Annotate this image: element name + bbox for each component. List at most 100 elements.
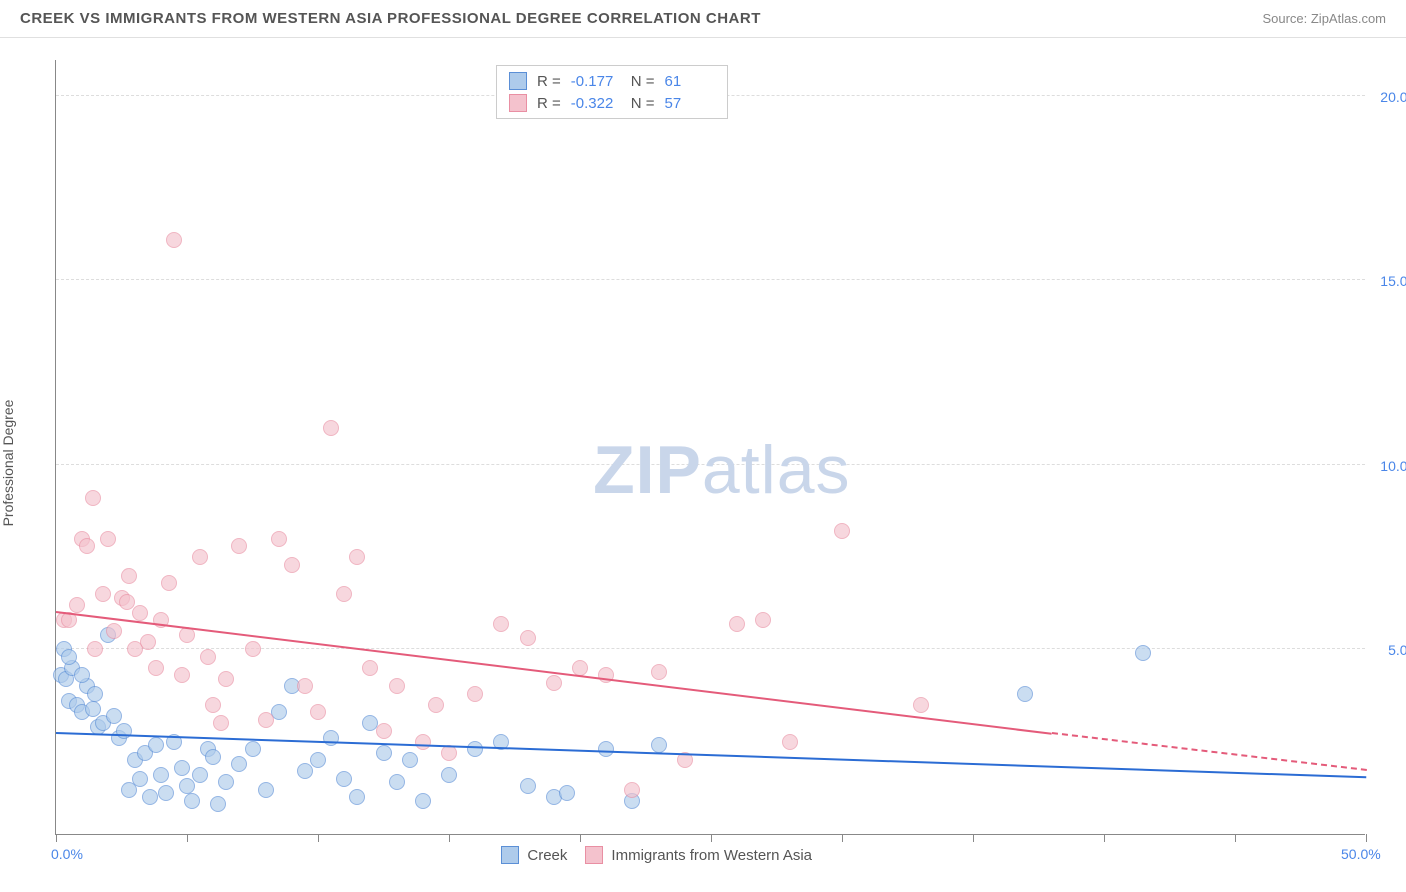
- data-point: [376, 723, 392, 739]
- gridline: [56, 464, 1365, 465]
- r-value: -0.322: [571, 95, 621, 112]
- data-point: [161, 575, 177, 591]
- chart-area: Professional Degree 5.0%10.0%15.0%20.0%0…: [0, 45, 1406, 865]
- data-point: [284, 557, 300, 573]
- data-point: [493, 616, 509, 632]
- x-tick: [842, 834, 843, 842]
- legend-item: Immigrants from Western Asia: [585, 846, 812, 864]
- data-point: [200, 649, 216, 665]
- scatter-plot: 5.0%10.0%15.0%20.0%0.0%50.0%ZIPatlasR =-…: [55, 60, 1365, 835]
- data-point: [140, 634, 156, 650]
- data-point: [218, 774, 234, 790]
- data-point: [85, 490, 101, 506]
- data-point: [121, 568, 137, 584]
- data-point: [336, 771, 352, 787]
- r-label: R =: [537, 95, 561, 112]
- y-tick-label: 20.0%: [1380, 89, 1406, 105]
- r-value: -0.177: [571, 73, 621, 90]
- n-label: N =: [631, 95, 655, 112]
- legend-swatch: [509, 94, 527, 112]
- data-point: [205, 749, 221, 765]
- data-point: [441, 767, 457, 783]
- data-point: [323, 730, 339, 746]
- legend-swatch: [509, 72, 527, 90]
- data-point: [174, 760, 190, 776]
- data-point: [598, 741, 614, 757]
- data-point: [520, 630, 536, 646]
- x-tick: [56, 834, 57, 842]
- n-label: N =: [631, 73, 655, 90]
- gridline: [56, 279, 1365, 280]
- data-point: [913, 697, 929, 713]
- n-value: 61: [665, 73, 715, 90]
- y-tick-label: 15.0%: [1380, 273, 1406, 289]
- data-point: [310, 704, 326, 720]
- data-point: [74, 667, 90, 683]
- data-point: [153, 767, 169, 783]
- data-point: [158, 785, 174, 801]
- x-tick: [973, 834, 974, 842]
- data-point: [148, 737, 164, 753]
- data-point: [428, 697, 444, 713]
- data-point: [349, 549, 365, 565]
- y-tick-label: 5.0%: [1388, 642, 1406, 658]
- data-point: [349, 789, 365, 805]
- data-point: [782, 734, 798, 750]
- series-legend: Creek Immigrants from Western Asia: [501, 846, 812, 864]
- x-tick: [187, 834, 188, 842]
- data-point: [467, 741, 483, 757]
- data-point: [376, 745, 392, 761]
- data-point: [142, 789, 158, 805]
- data-point: [79, 538, 95, 554]
- data-point: [624, 782, 640, 798]
- data-point: [87, 641, 103, 657]
- data-point: [1017, 686, 1033, 702]
- data-point: [389, 678, 405, 694]
- data-point: [61, 649, 77, 665]
- data-point: [184, 793, 200, 809]
- n-value: 57: [665, 95, 715, 112]
- data-point: [834, 523, 850, 539]
- trend-line: [1051, 732, 1366, 771]
- data-point: [87, 686, 103, 702]
- x-tick-label: 0.0%: [51, 846, 83, 862]
- data-point: [415, 734, 431, 750]
- data-point: [132, 771, 148, 787]
- data-point: [651, 737, 667, 753]
- correlation-legend: R = -0.177 N = 61 R = -0.322 N = 57: [496, 65, 728, 119]
- data-point: [69, 597, 85, 613]
- x-tick: [1104, 834, 1105, 842]
- data-point: [415, 793, 431, 809]
- data-point: [213, 715, 229, 731]
- r-label: R =: [537, 73, 561, 90]
- data-point: [258, 712, 274, 728]
- legend-stats-row: R = -0.322 N = 57: [497, 92, 727, 114]
- data-point: [95, 586, 111, 602]
- data-point: [179, 778, 195, 794]
- legend-label: Creek: [527, 847, 567, 864]
- data-point: [119, 594, 135, 610]
- data-point: [651, 664, 667, 680]
- watermark: ZIPatlas: [593, 431, 850, 509]
- x-tick: [449, 834, 450, 842]
- data-point: [362, 660, 378, 676]
- x-tick: [318, 834, 319, 842]
- data-point: [148, 660, 164, 676]
- data-point: [1135, 645, 1151, 661]
- data-point: [174, 667, 190, 683]
- legend-swatch: [501, 846, 519, 864]
- data-point: [192, 549, 208, 565]
- data-point: [323, 420, 339, 436]
- legend-stats-row: R = -0.177 N = 61: [497, 70, 727, 92]
- legend-label: Immigrants from Western Asia: [611, 847, 812, 864]
- data-point: [245, 741, 261, 757]
- data-point: [271, 531, 287, 547]
- data-point: [166, 232, 182, 248]
- data-point: [310, 752, 326, 768]
- chart-header: CREEK VS IMMIGRANTS FROM WESTERN ASIA PR…: [0, 0, 1406, 38]
- data-point: [210, 796, 226, 812]
- data-point: [100, 531, 116, 547]
- trend-line: [56, 611, 1052, 735]
- x-tick: [580, 834, 581, 842]
- data-point: [389, 774, 405, 790]
